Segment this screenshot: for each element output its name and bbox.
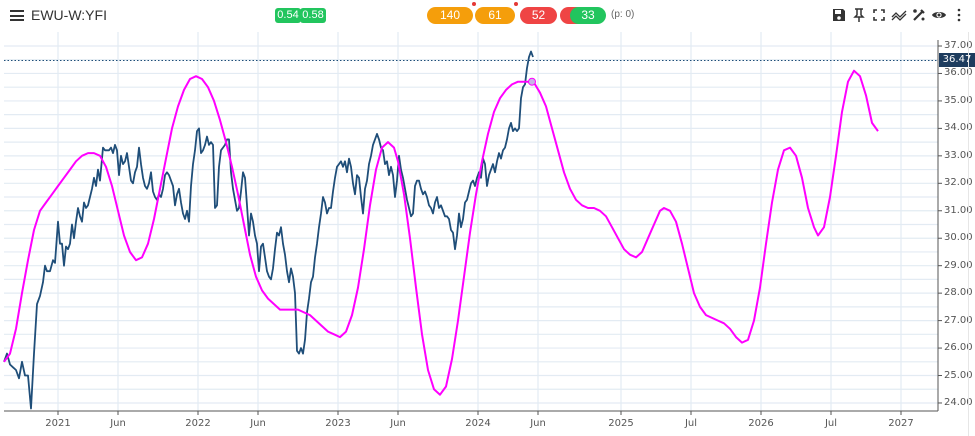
y-tick-label: 29.00 — [944, 259, 973, 271]
fullscreen-icon[interactable] — [871, 7, 887, 23]
draw-icon[interactable] — [911, 7, 927, 23]
x-tick-label: 2023 — [325, 418, 351, 429]
x-tick-label: 2025 — [608, 418, 634, 429]
y-tick-label: 35.00 — [944, 94, 973, 106]
y-tick-label: 32.00 — [944, 177, 973, 189]
y-tick-label: 37.00 — [944, 40, 973, 51]
y-tick-label: 26.00 — [944, 342, 973, 354]
x-tick-label: 2022 — [185, 418, 211, 429]
x-tick-label: 2026 — [748, 418, 774, 429]
x-tick-label: Jun — [110, 418, 126, 429]
y-tick-label: 24.00 — [944, 396, 973, 408]
signal-pill[interactable]: 33 — [570, 7, 606, 24]
signal-pill[interactable]: 140 — [427, 2, 476, 24]
eye-icon[interactable] — [931, 7, 947, 23]
more-icon[interactable] — [951, 7, 967, 23]
y-tick-label: 27.00 — [944, 314, 973, 326]
toolbar: EWU-W:YFI 0.540.58 14061523933 (p: 0) — [0, 0, 975, 32]
save-icon[interactable] — [831, 7, 847, 23]
pin-icon[interactable] — [851, 7, 867, 23]
alert-dot — [514, 2, 518, 6]
score-badge: 0.58 — [300, 8, 326, 23]
signal-pill[interactable]: 61 — [475, 2, 518, 24]
score-badge: 0.54 — [275, 8, 301, 23]
x-tick-label: 2027 — [888, 418, 914, 429]
y-tick-label: 34.00 — [944, 122, 973, 134]
y-tick-label: 25.00 — [944, 369, 973, 381]
x-tick-label: 2021 — [45, 418, 71, 429]
signal-pill[interactable]: 52 — [520, 7, 557, 24]
x-tick-label: Jul — [824, 418, 838, 429]
last-price-tag: 36.47 — [939, 53, 975, 67]
symbol-title[interactable]: EWU-W:YFI — [31, 7, 107, 23]
y-tick-label: 36.00 — [944, 67, 973, 79]
x-tick-label: Jun — [390, 418, 406, 429]
x-tick-label: 2024 — [465, 418, 491, 429]
hamburger-menu-icon[interactable] — [10, 10, 24, 21]
right-scrollbar[interactable] — [968, 32, 975, 436]
x-tick-label: Jun — [530, 418, 546, 429]
x-tick-label: Jul — [684, 418, 698, 429]
p-value-text: (p: 0) — [611, 9, 635, 20]
y-tick-label: 33.00 — [944, 149, 973, 161]
y-tick-label: 28.00 — [944, 287, 973, 299]
alert-dot — [472, 2, 476, 6]
indicator-icon[interactable] — [891, 7, 907, 23]
x-tick-label: Jun — [250, 418, 266, 429]
y-tick-label: 30.00 — [944, 232, 973, 244]
y-tick-label: 31.00 — [944, 204, 973, 216]
